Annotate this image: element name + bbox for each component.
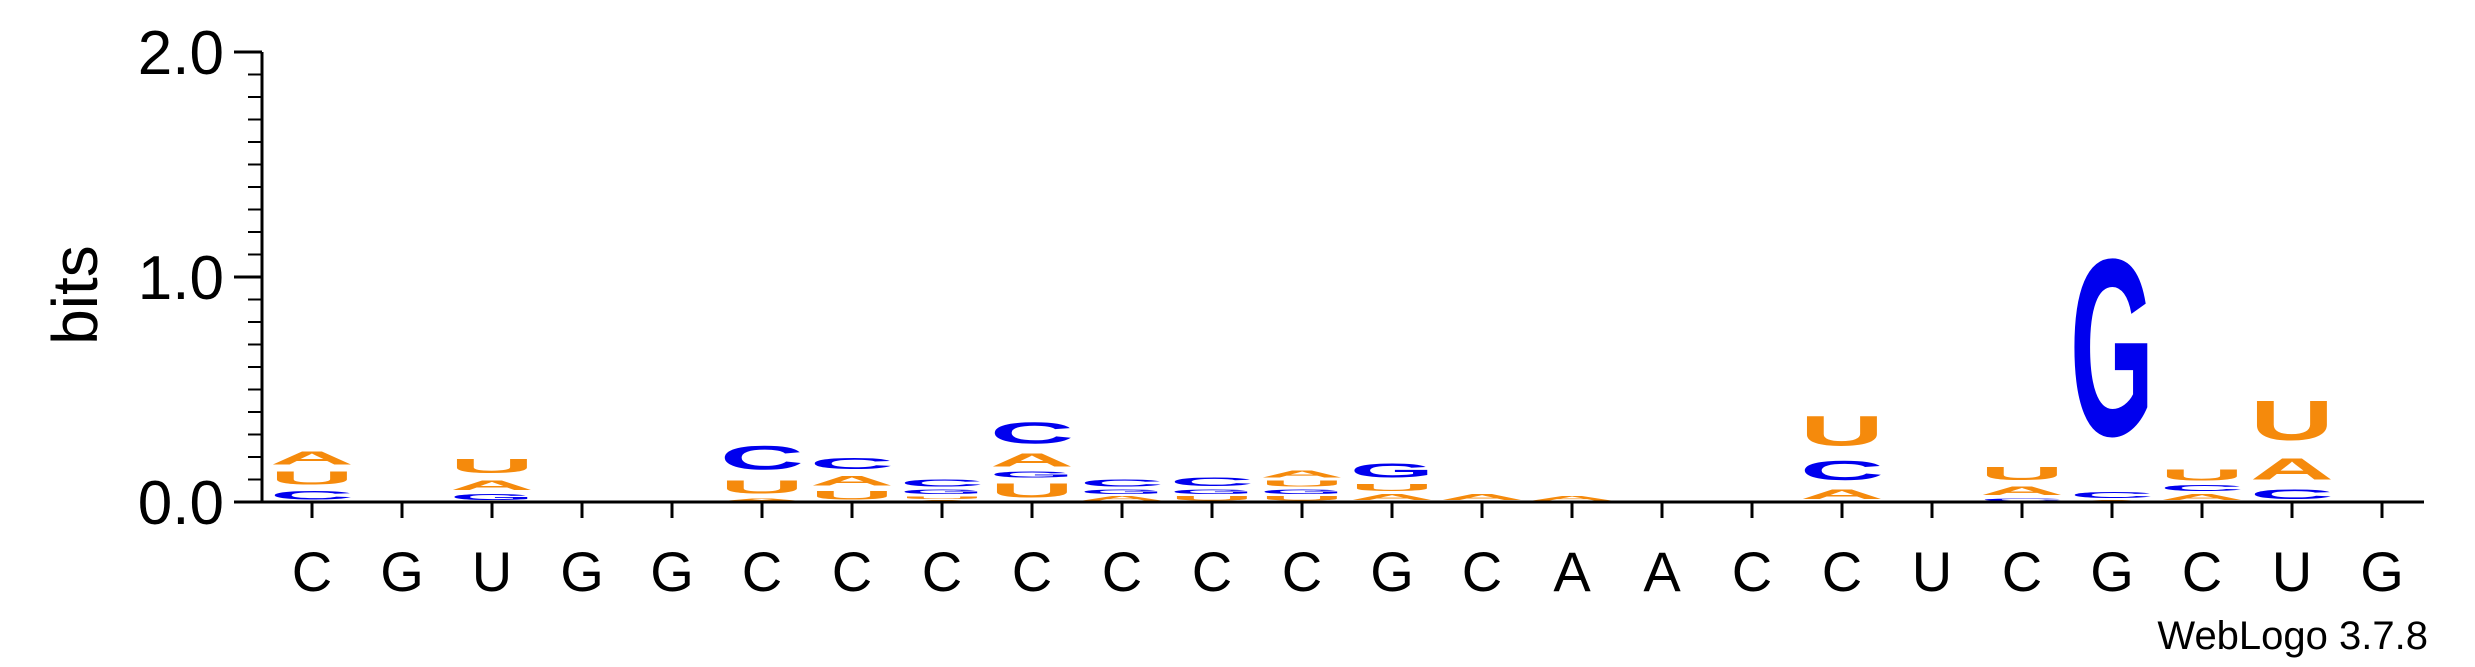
x-tick-label: A [1553,540,1591,603]
x-tick-label: C [832,540,872,603]
logo-letter-u: U [2250,390,2334,453]
logo-column: CAU [1980,464,2064,502]
logo-column: ACG [2070,207,2154,502]
logo-letter-a: A [1260,468,1344,479]
logo-column: CAU [2250,390,2334,502]
logo-letter-u: U [450,455,534,478]
logo-letter-u: U [810,488,894,502]
logo-letter-g: G [1080,489,1164,496]
x-tick-label: G [560,540,604,603]
logo-letter-c: C [990,417,1074,451]
logo-letter-a: A [1800,486,1884,502]
x-tick-label: C [742,540,782,603]
y-tick-label: 0.0 [138,469,224,538]
logo-letter-a: A [2250,453,2334,487]
y-tick-label: 2.0 [138,19,224,88]
logo-letter-c: C [720,439,804,477]
logo-letter-u: U [1260,495,1344,502]
x-tick-label: C [1732,540,1772,603]
logo-letter-a: A [1530,495,1614,502]
logo-letter-a: A [1080,495,1164,502]
x-tick-label: C [1282,540,1322,603]
logo-letter-a: A [720,498,804,502]
x-tick-label: U [472,540,512,603]
logo-letter-g: G [1170,489,1254,496]
logo-column: ACU [1800,407,1884,502]
logo-column: AGC [1080,477,1164,502]
logo-column: AUC [720,439,804,502]
logo-letter-a: A [810,473,894,489]
x-tick-label: G [2090,540,2134,603]
weblogo-credit: WebLogo 3.7.8 [2157,614,2428,658]
logo-letter-g: G [1260,489,1344,496]
logo-letter-g: G [2070,207,2154,489]
y-axis-label: bits [39,245,111,345]
logo-letter-c: C [1800,454,1884,486]
logo-letter-a: A [2160,493,2244,502]
logo-column: A [1440,493,1524,502]
logo-column: AUGC [900,477,984,502]
logo-stacks: CUAGAUAUCUACAUGCUGACAGCUGCUGUAAUGAAACUCA… [270,207,2334,502]
x-tick-label: C [1102,540,1142,603]
logo-letter-c: C [1170,475,1254,489]
logo-column: ACU [2160,466,2244,502]
logo-letter-g: G [1350,459,1434,481]
logo-letter-u: U [720,477,804,497]
logo-letter-a: A [450,477,534,493]
logo-letter-g: G [900,489,984,496]
logo-letter-u: U [1350,482,1434,493]
logo-column: GAU [450,455,534,502]
logo-column: AUG [1350,459,1434,502]
logo-letter-a: A [1440,493,1524,502]
x-tick-label: U [2272,540,2312,603]
x-tick-label: C [2002,540,2042,603]
x-tick-label: G [1370,540,1414,603]
x-tick-label: C [922,540,962,603]
logo-letter-u: U [1260,480,1344,489]
logo-letter-u: U [1980,464,2064,484]
logo-letter-a: A [270,448,354,468]
x-tick-label: G [2360,540,2404,603]
logo-column: UAC [810,455,894,502]
logo-letter-u: U [1800,407,1884,454]
logo-letter-u: U [2160,466,2244,484]
logo-column: UGC [1170,475,1254,502]
logo-letter-c: C [900,477,984,488]
x-tick-label: C [1012,540,1052,603]
logo-letter-g: G [990,471,1074,480]
logo-letter-c: C [810,455,894,473]
y-tick-label: 1.0 [138,244,224,313]
logo-letter-c: C [2250,486,2334,502]
logo-letter-u: U [900,495,984,499]
logo-letter-c: C [1980,498,2064,502]
logo-letter-u: U [270,468,354,488]
logo-letter-c: C [2160,484,2244,493]
logo-column: A [1530,495,1614,502]
logo-letter-a: A [1980,484,2064,498]
x-tick-label: G [650,540,694,603]
logo-letter-a: A [1350,493,1434,502]
logo-letter-g: G [450,493,534,502]
logo-letter-a: A [990,450,1074,470]
logo-letter-c: C [270,488,354,502]
x-tick-label: C [1462,540,1502,603]
logo-column: CUA [270,448,354,502]
x-tick-label: C [2182,540,2222,603]
logo-letter-u: U [990,479,1074,502]
x-tick-label: U [1912,540,1952,603]
logo-letter-u: U [1170,495,1254,502]
x-tick-label: C [1192,540,1232,603]
logo-letter-c: C [2070,491,2154,500]
x-tick-label: C [1822,540,1862,603]
x-tick-label: A [1643,540,1681,603]
x-tick-label: C [292,540,332,603]
axes: 0.0 1.0 2.0 [138,19,2424,538]
logo-letter-c: C [1080,477,1164,488]
x-tick-label: G [380,540,424,603]
